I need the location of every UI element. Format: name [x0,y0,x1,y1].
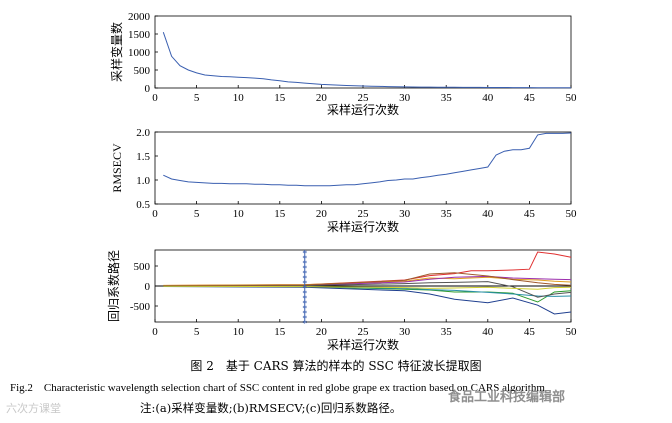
series-line-采样变量数 [162,32,571,89]
x-tick-label: 20 [316,208,328,220]
x-tick-label: 35 [441,92,453,104]
x-tick-label: 30 [399,326,411,338]
watermark-right: 食品工业科技编辑部 [448,390,566,405]
marker-star: * [302,284,307,295]
x-tick-label: 10 [233,92,245,104]
chart-regression-coefficient-paths: 0 5 10 15 20 25 30 35 40 45 50 -500 0 500 采样运行次数 回归系数… [106,249,577,352]
series-line-path-4 [163,275,572,287]
marker-star: * [302,299,307,310]
x-tick-label: 20 [316,92,328,104]
marker-star: * [302,269,307,280]
x-tick-label: 15 [274,208,286,220]
figure-note: 注:(a)采样变量数;(b)RMSECV;(c)回归系数路径。 [140,401,402,415]
series-line-path-6 [163,286,572,315]
marker-star: * [302,249,307,260]
axis-ticks: 0 5 10 15 20 25 30 35 40 45 50 0.5 1.0 1.5 2.0 [136,127,577,220]
x-tick-label: 0 [152,208,158,220]
marker-star: * [302,274,307,285]
x-tick-label: 45 [524,208,536,220]
y-tick-label: 1.0 [136,175,150,187]
y-tick-label: 0 [145,281,151,293]
marker-star: * [302,294,307,305]
x-tick-label: 20 [316,326,328,338]
x-tick-label: 15 [274,326,286,338]
x-tick-label: 5 [194,326,200,338]
x-tick-label: 25 [358,92,370,104]
x-tick-label: 25 [358,326,370,338]
marker-star: * [302,304,307,315]
x-axis-label: 采样运行次数 [327,102,399,117]
y-tick-label: 500 [134,261,151,273]
x-tick-label: 50 [566,92,578,104]
chart-rmsecv: 0 5 10 15 20 25 30 35 40 45 500.51.01.52.0 采样运行次数 … [110,127,577,234]
x-tick-label: 15 [274,92,286,104]
marker-star: * [302,314,307,325]
x-tick-label: 0 [152,92,158,104]
selected-run-marker: *************** [302,249,307,330]
y-axis-label: 回归系数路径 [106,250,121,322]
x-axis-label: 采样运行次数 [327,337,399,352]
x-tick-label: 40 [482,326,494,338]
x-tick-label: 50 [566,326,578,338]
x-tick-label: 0 [152,326,158,338]
marker-star: * [302,259,307,270]
series-line-RMSECV [163,132,572,187]
x-tick-label: 50 [566,208,578,220]
y-axis-label: RMSECV [110,143,124,193]
figure-caption-chinese: 图 2 基于 CARS 算法的样本的 SSC 特征波长提取图 [190,359,482,373]
y-tick-label: 2.0 [136,127,150,139]
series-line-path-8 [163,272,572,287]
y-tick-label: 0.5 [136,199,150,211]
x-tick-label: 40 [482,92,494,104]
x-tick-label: 10 [233,208,245,220]
watermark-left: 六次方课堂 [6,402,61,415]
marker-star: * [302,264,307,275]
marker-star: * [302,289,307,300]
y-tick-label: 1.5 [136,151,150,163]
series-line-path-9 [163,285,572,290]
x-tick-label: 45 [524,92,536,104]
plot-frame [154,131,572,205]
series-line-path-1 [163,251,572,286]
y-tick-label: 1000 [128,47,151,59]
y-axis-label: 采样变量数 [109,22,124,82]
y-tick-label: 1500 [128,29,151,41]
marker-star: * [302,254,307,265]
series-line-path-7 [163,281,572,298]
x-tick-label: 30 [399,208,411,220]
x-tick-label: 45 [524,326,536,338]
x-tick-label: 25 [358,208,370,220]
x-tick-label: 10 [233,326,245,338]
y-tick-label: 2000 [128,11,151,23]
x-tick-label: 30 [399,92,411,104]
x-tick-label: 35 [441,326,453,338]
x-tick-label: 5 [194,208,200,220]
y-tick-label: 500 [134,65,151,77]
x-axis-label: 采样运行次数 [327,219,399,234]
figure-caption-english: Fig.2 Characteristic wavelength selectio… [10,382,545,394]
marker-star: * [302,279,307,290]
axis-ticks: 0 5 10 15 20 25 30 35 40 45 50 -500 0 500 [130,261,577,338]
x-tick-label: 5 [194,92,200,104]
x-tick-label: 40 [482,208,494,220]
marker-star: * [302,309,307,320]
y-tick-label: 0 [145,83,151,95]
marker-star: * [302,319,307,330]
plot-frame [154,15,572,89]
y-tick-label: -500 [130,301,151,313]
x-tick-label: 35 [441,208,453,220]
